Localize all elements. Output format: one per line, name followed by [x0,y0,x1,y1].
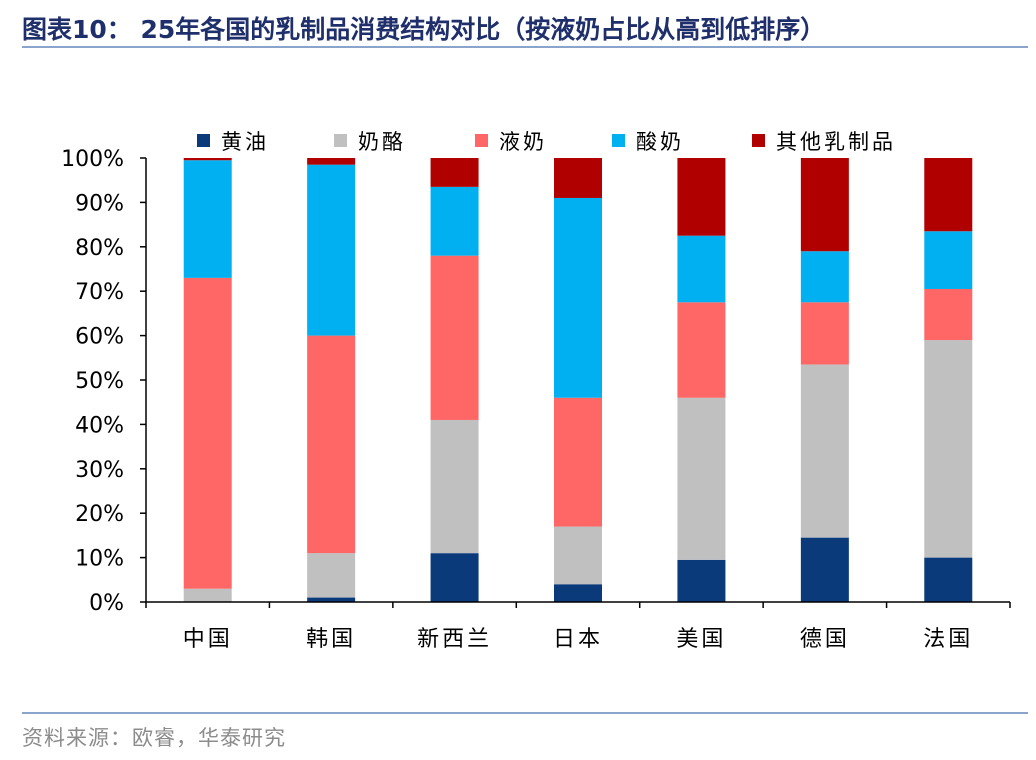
bar-segment-cheese [554,526,602,585]
y-tick-label: 100% [61,147,124,172]
x-tick-label: 美国 [676,627,726,652]
legend-label-other: 其他乳制品 [776,130,896,154]
legend-swatch-cheese [334,134,347,147]
y-tick-label: 10% [75,547,124,572]
x-tick-label: 日本 [553,627,603,652]
legend-label-cheese: 奶酪 [358,130,406,154]
x-tick-label: 中国 [183,627,233,652]
y-tick-label: 50% [75,369,124,394]
legend-swatch-liquid_milk [475,134,488,147]
bar-segment-cheese [183,588,232,602]
bar-segment-cheese [307,553,356,598]
bar-segment-other [554,158,602,198]
bar-segment-other [800,158,849,252]
title-divider [22,46,1028,48]
bar-segment-yogurt [183,160,232,278]
y-tick-label: 30% [75,458,124,483]
bar-segment-yogurt [430,186,479,256]
bar-segment-liquid_milk [677,302,726,398]
legend-label-yogurt: 酸奶 [636,130,684,154]
y-tick-label: 0% [89,591,124,616]
y-tick-label: 70% [75,280,124,305]
legend: 黄油 奶酪 液奶 酸奶 其他乳制品 [197,130,896,154]
axes: 0% 10% 20% 30% 40% 50% 60% 70% 80% 90% 100% 中国 韩国 新西兰… [61,147,1011,652]
bar-segment-cheese [677,397,726,560]
bar-segment-butter [677,559,726,602]
x-tick-label: 新西兰 [417,627,492,652]
legend-swatch-yogurt [612,134,625,147]
bar-segment-butter [924,557,973,602]
bar-segment-yogurt [554,197,602,398]
y-tick-label: 20% [75,502,124,527]
x-tick-label: 法国 [923,627,973,652]
bar-segment-liquid_milk [307,335,356,554]
y-tick-label: 60% [75,325,124,350]
bar-segment-liquid_milk [924,288,973,341]
bar-segment-liquid_milk [800,302,849,365]
bar-segment-yogurt [677,235,726,303]
bar-segment-liquid_milk [183,277,232,589]
bar-segment-other [924,158,973,232]
bar-segment-cheese [924,340,973,558]
bar-segment-other [677,158,726,236]
legend-label-butter: 黄油 [221,130,269,154]
source-note: 资料来源：欧睿，华泰研究 [22,726,286,750]
legend-swatch-butter [197,134,210,147]
bar-segment-cheese [800,364,849,538]
source-divider [22,712,1028,714]
y-tick-label: 80% [75,236,124,261]
bar-segment-liquid_milk [554,397,602,527]
legend-label-liquid_milk: 液奶 [499,130,547,154]
x-tick-label: 德国 [800,627,850,652]
figure-title: 图表10： 25年各国的乳制品消费结构对比（按液奶占比从高到低排序） [22,15,826,44]
y-tick-label: 40% [75,413,124,438]
y-tick-label: 90% [75,191,124,216]
bar-segment-other [430,158,479,187]
bar-segment-butter [430,553,479,602]
bar-segment-butter [307,597,356,602]
bar-segment-butter [800,537,849,602]
bar-segment-yogurt [924,231,973,289]
bar-segment-yogurt [800,251,849,303]
legend-swatch-other [752,134,765,147]
bar-segment-liquid_milk [430,255,479,420]
x-tick-label: 韩国 [306,627,356,652]
bar-segment-other [307,158,356,165]
bars [183,158,973,602]
bar-segment-other [183,158,232,161]
bar-segment-cheese [430,419,479,554]
bar-segment-yogurt [307,164,356,336]
bar-segment-butter [554,584,602,602]
